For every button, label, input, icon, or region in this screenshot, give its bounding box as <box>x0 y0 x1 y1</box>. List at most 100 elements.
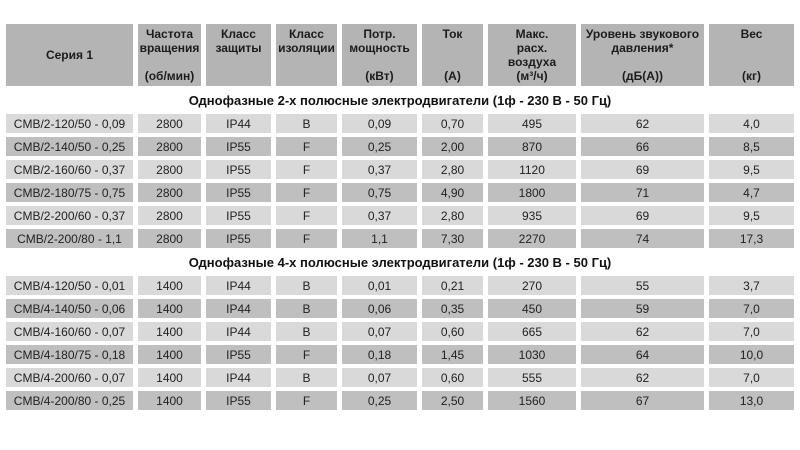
cell-power: 0,37 <box>342 206 417 225</box>
cell-protection: IP55 <box>206 160 271 179</box>
table-row: CMB/4-180/75 - 0,18 1400 IP55 F 0,18 1,4… <box>6 345 794 364</box>
cell-sound: 55 <box>581 276 704 295</box>
cell-airflow: 2270 <box>488 229 576 248</box>
cell-weight: 4,7 <box>709 183 794 202</box>
cell-model: CMB/2-200/60 - 0,37 <box>6 206 133 225</box>
column-label: Класс изоляции <box>278 27 335 56</box>
cell-power: 0,25 <box>342 391 417 410</box>
column-label: Серия 1 <box>45 47 94 62</box>
cell-sound: 62 <box>581 114 704 133</box>
column-unit: (А) <box>444 68 461 83</box>
table-row: CMB/2-200/60 - 0,37 2800 IP55 F 0,37 2,8… <box>6 206 794 225</box>
cell-model: CMB/2-140/50 - 0,25 <box>6 137 133 156</box>
cell-protection: IP44 <box>206 114 271 133</box>
cell-protection: IP44 <box>206 322 271 341</box>
cell-airflow: 555 <box>488 368 576 387</box>
column-unit: (м³/ч) <box>516 69 548 84</box>
cell-sound: 66 <box>581 137 704 156</box>
cell-current: 2,00 <box>422 137 483 156</box>
cell-model: CMB/4-200/60 - 0,07 <box>6 368 133 387</box>
cell-model: CMB/2-200/80 - 1,1 <box>6 229 133 248</box>
column-label: Потр. мощность <box>349 27 410 56</box>
section-title: Однофазные 2-х полюсные электродвигатели… <box>6 90 794 110</box>
cell-speed: 2800 <box>138 206 201 225</box>
column-header-insulation-class: Класс изоляции <box>276 24 337 86</box>
column-unit: (об/мин) <box>144 68 195 83</box>
table-row: CMB/4-200/60 - 0,07 1400 IP44 B 0,07 0,6… <box>6 368 794 387</box>
cell-power: 0,75 <box>342 183 417 202</box>
column-unit: (дБ(А)) <box>622 68 663 83</box>
cell-power: 0,07 <box>342 322 417 341</box>
cell-airflow: 450 <box>488 299 576 318</box>
header-row: Серия 1 Частота вращения (об/мин) Класс з… <box>6 24 794 86</box>
cell-current: 2,80 <box>422 160 483 179</box>
cell-power: 0,07 <box>342 368 417 387</box>
cell-protection: IP55 <box>206 229 271 248</box>
section-title: Однофазные 4-х полюсные электродвигатели… <box>6 252 794 272</box>
column-header-sound-level: Уровень звукового давления* (дБ(А)) <box>581 24 704 86</box>
cell-protection: IP44 <box>206 368 271 387</box>
cell-insulation: F <box>276 206 337 225</box>
cell-speed: 1400 <box>138 345 201 364</box>
cell-insulation: B <box>276 368 337 387</box>
column-label: Макс. расх. воздуха <box>507 27 557 70</box>
cell-speed: 2800 <box>138 229 201 248</box>
cell-weight: 8,5 <box>709 137 794 156</box>
cell-protection: IP55 <box>206 391 271 410</box>
cell-airflow: 870 <box>488 137 576 156</box>
cell-insulation: F <box>276 229 337 248</box>
cell-current: 0,60 <box>422 322 483 341</box>
table-row: CMB/4-120/50 - 0,01 1400 IP44 B 0,01 0,2… <box>6 276 794 295</box>
cell-model: CMB/2-180/75 - 0,75 <box>6 183 133 202</box>
cell-model: CMB/4-180/75 - 0,18 <box>6 345 133 364</box>
cell-insulation: B <box>276 276 337 295</box>
table-row: CMB/4-200/80 - 0,25 1400 IP55 F 0,25 2,5… <box>6 391 794 410</box>
cell-current: 2,80 <box>422 206 483 225</box>
cell-insulation: F <box>276 391 337 410</box>
cell-airflow: 935 <box>488 206 576 225</box>
column-label: Уровень звукового давления* <box>585 27 700 56</box>
table-row: CMB/4-160/60 - 0,07 1400 IP44 B 0,07 0,6… <box>6 322 794 341</box>
cell-insulation: F <box>276 137 337 156</box>
cell-model: CMB/2-160/60 - 0,37 <box>6 160 133 179</box>
cell-protection: IP55 <box>206 345 271 364</box>
cell-weight: 13,0 <box>709 391 794 410</box>
cell-speed: 2800 <box>138 183 201 202</box>
column-header-weight: Вес (кг) <box>709 24 794 86</box>
cell-protection: IP55 <box>206 183 271 202</box>
column-label: Ток <box>442 27 463 41</box>
cell-speed: 2800 <box>138 114 201 133</box>
cell-weight: 4,0 <box>709 114 794 133</box>
cell-sound: 67 <box>581 391 704 410</box>
cell-insulation: F <box>276 160 337 179</box>
table-row: CMB/2-180/75 - 0,75 2800 IP55 F 0,75 4,9… <box>6 183 794 202</box>
cell-current: 0,21 <box>422 276 483 295</box>
cell-protection: IP44 <box>206 299 271 318</box>
cell-model: CMB/2-120/50 - 0,09 <box>6 114 133 133</box>
cell-speed: 1400 <box>138 391 201 410</box>
cell-model: CMB/4-200/80 - 0,25 <box>6 391 133 410</box>
cell-insulation: F <box>276 345 337 364</box>
column-header-speed: Частота вращения (об/мин) <box>138 24 201 86</box>
table-row: CMB/2-160/60 - 0,37 2800 IP55 F 0,37 2,8… <box>6 160 794 179</box>
cell-current: 4,90 <box>422 183 483 202</box>
cell-airflow: 1120 <box>488 160 576 179</box>
table-row: CMB/4-140/50 - 0,06 1400 IP44 B 0,06 0,3… <box>6 299 794 318</box>
cell-airflow: 1030 <box>488 345 576 364</box>
cell-weight: 10,0 <box>709 345 794 364</box>
section-row-2pole: Однофазные 2-х полюсные электродвигатели… <box>6 90 794 110</box>
cell-weight: 7,0 <box>709 299 794 318</box>
cell-protection: IP55 <box>206 206 271 225</box>
cell-speed: 2800 <box>138 137 201 156</box>
cell-weight: 7,0 <box>709 368 794 387</box>
cell-model: CMB/4-140/50 - 0,06 <box>6 299 133 318</box>
cell-insulation: B <box>276 114 337 133</box>
table-row: CMB/2-140/50 - 0,25 2800 IP55 F 0,25 2,0… <box>6 137 794 156</box>
table-row: CMB/2-200/80 - 1,1 2800 IP55 F 1,1 7,30 … <box>6 229 794 248</box>
cell-insulation: B <box>276 299 337 318</box>
cell-speed: 1400 <box>138 299 201 318</box>
cell-airflow: 1560 <box>488 391 576 410</box>
cell-current: 2,50 <box>422 391 483 410</box>
cell-power: 0,37 <box>342 160 417 179</box>
cell-power: 0,09 <box>342 114 417 133</box>
